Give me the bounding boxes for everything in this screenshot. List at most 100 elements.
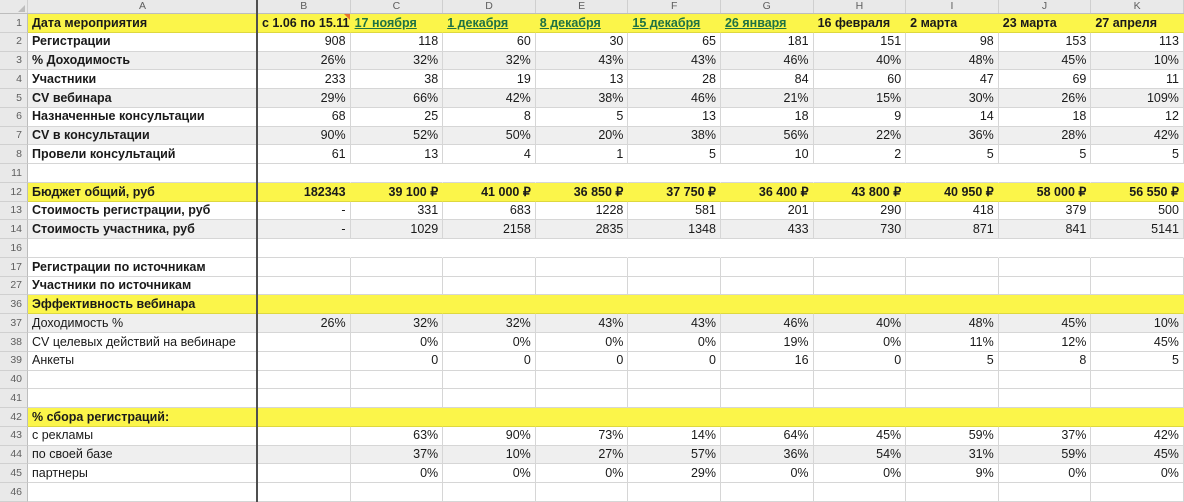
cell-G6[interactable]: 18 [720, 107, 814, 127]
row-header-41[interactable]: 41 [0, 389, 28, 409]
cell-A39[interactable]: Анкеты [28, 351, 258, 371]
cell-C12[interactable]: 39 100 ₽ [350, 182, 444, 202]
cell-C41[interactable] [350, 389, 444, 409]
cell-K17[interactable] [1091, 257, 1184, 277]
cell-E46[interactable] [535, 483, 629, 502]
cell-A12[interactable]: Бюджет общий, руб [28, 182, 258, 202]
cell-C3[interactable]: 32% [350, 51, 444, 71]
cell-H43[interactable]: 45% [813, 426, 907, 446]
cell-A38[interactable]: CV целевых действий на вебинаре [28, 333, 258, 352]
cell-A43[interactable]: с рекламы [28, 426, 258, 446]
cell-J16[interactable] [998, 239, 1092, 258]
cell-G7[interactable]: 56% [720, 126, 814, 146]
cell-K7[interactable]: 42% [1091, 126, 1184, 146]
cell-F41[interactable] [628, 389, 721, 409]
col-header-B[interactable]: B [258, 0, 351, 13]
cell-E13[interactable]: 1228 [535, 201, 629, 221]
cell-H8[interactable]: 2 [813, 145, 907, 165]
cell-J36[interactable] [998, 295, 1092, 315]
cell-J3[interactable]: 45% [998, 51, 1092, 71]
cell-B27[interactable] [258, 276, 351, 296]
cell-H44[interactable]: 54% [813, 445, 907, 465]
cell-I43[interactable]: 59% [906, 426, 999, 446]
col-header-J[interactable]: J [999, 0, 1092, 13]
cell-D41[interactable] [443, 389, 536, 409]
cell-F43[interactable]: 14% [628, 426, 721, 446]
cell-H17[interactable] [813, 257, 907, 277]
row-header-40[interactable]: 40 [0, 370, 28, 390]
cell-B42[interactable] [258, 408, 351, 427]
cell-K6[interactable]: 12 [1091, 107, 1184, 127]
cell-I38[interactable]: 11% [906, 333, 999, 352]
cell-E37[interactable]: 43% [535, 314, 629, 334]
cell-A8[interactable]: Провели консультаций [28, 145, 258, 165]
row-header-39[interactable]: 39 [0, 351, 28, 371]
cell-F38[interactable]: 0% [628, 333, 721, 352]
cell-K42[interactable] [1091, 408, 1184, 427]
cell-K44[interactable]: 45% [1091, 445, 1184, 465]
cell-D43[interactable]: 90% [443, 426, 536, 446]
cell-B4[interactable]: 233 [258, 70, 351, 90]
cell-B46[interactable] [258, 483, 351, 502]
cell-E8[interactable]: 1 [535, 145, 629, 165]
cell-E39[interactable]: 0 [535, 351, 629, 371]
cell-D45[interactable]: 0% [443, 464, 536, 484]
cell-D11[interactable] [443, 164, 536, 183]
cell-B8[interactable]: 61 [258, 145, 351, 165]
cell-F16[interactable] [628, 239, 721, 258]
cell-G41[interactable] [720, 389, 814, 409]
cell-E12[interactable]: 36 850 ₽ [535, 182, 629, 202]
row-header-45[interactable]: 45 [0, 464, 28, 484]
cell-F37[interactable]: 43% [628, 314, 721, 334]
cell-D42[interactable] [443, 408, 536, 427]
cell-I16[interactable] [906, 239, 999, 258]
cell-D13[interactable]: 683 [443, 201, 536, 221]
cell-I45[interactable]: 9% [906, 464, 999, 484]
cell-E14[interactable]: 2835 [535, 220, 629, 240]
row-header-14[interactable]: 14 [0, 220, 28, 240]
cell-H38[interactable]: 0% [813, 333, 907, 352]
cell-D8[interactable]: 4 [443, 145, 536, 165]
cell-E40[interactable] [535, 370, 629, 390]
cell-G3[interactable]: 46% [720, 51, 814, 71]
cell-K37[interactable]: 10% [1091, 314, 1184, 334]
cell-A40[interactable] [28, 370, 258, 390]
cell-G45[interactable]: 0% [720, 464, 814, 484]
cell-C17[interactable] [350, 257, 444, 277]
date-link-D1[interactable]: 1 декабря [443, 14, 536, 33]
row-header-43[interactable]: 43 [0, 426, 28, 446]
cell-H16[interactable] [813, 239, 907, 258]
row-header-11[interactable]: 11 [0, 164, 28, 183]
cell-K5[interactable]: 109% [1091, 89, 1184, 108]
cell-E42[interactable] [535, 408, 629, 427]
cell-J6[interactable]: 18 [998, 107, 1092, 127]
cell-H5[interactable]: 15% [813, 89, 907, 108]
cell-G17[interactable] [720, 257, 814, 277]
cell-J39[interactable]: 8 [998, 351, 1092, 371]
cell-C46[interactable] [350, 483, 444, 502]
cell-J46[interactable] [998, 483, 1092, 502]
cell-E11[interactable] [535, 164, 629, 183]
cell-K4[interactable]: 11 [1091, 70, 1184, 90]
cell-G14[interactable]: 433 [720, 220, 814, 240]
cell-B11[interactable] [258, 164, 351, 183]
cell-E43[interactable]: 73% [535, 426, 629, 446]
cell-F2[interactable]: 65 [628, 32, 721, 52]
select-all-corner[interactable] [0, 0, 28, 13]
col-header-H[interactable]: H [814, 0, 907, 13]
cell-J12[interactable]: 58 000 ₽ [998, 182, 1092, 202]
cell-I8[interactable]: 5 [906, 145, 999, 165]
row-header-44[interactable]: 44 [0, 445, 28, 465]
cell-C38[interactable]: 0% [350, 333, 444, 352]
cell-H41[interactable] [813, 389, 907, 409]
cell-A37[interactable]: Доходимость % [28, 314, 258, 334]
cell-B12[interactable]: 182343 [258, 182, 351, 202]
cell-E5[interactable]: 38% [535, 89, 629, 108]
cell-E2[interactable]: 30 [535, 32, 629, 52]
cell-C8[interactable]: 13 [350, 145, 444, 165]
cell-G43[interactable]: 64% [720, 426, 814, 446]
cell-A7[interactable]: CV в консультации [28, 126, 258, 146]
cell-B43[interactable] [258, 426, 351, 446]
row-header-36[interactable]: 36 [0, 295, 28, 315]
cell-A36[interactable]: Эффективность вебинара [28, 295, 258, 315]
